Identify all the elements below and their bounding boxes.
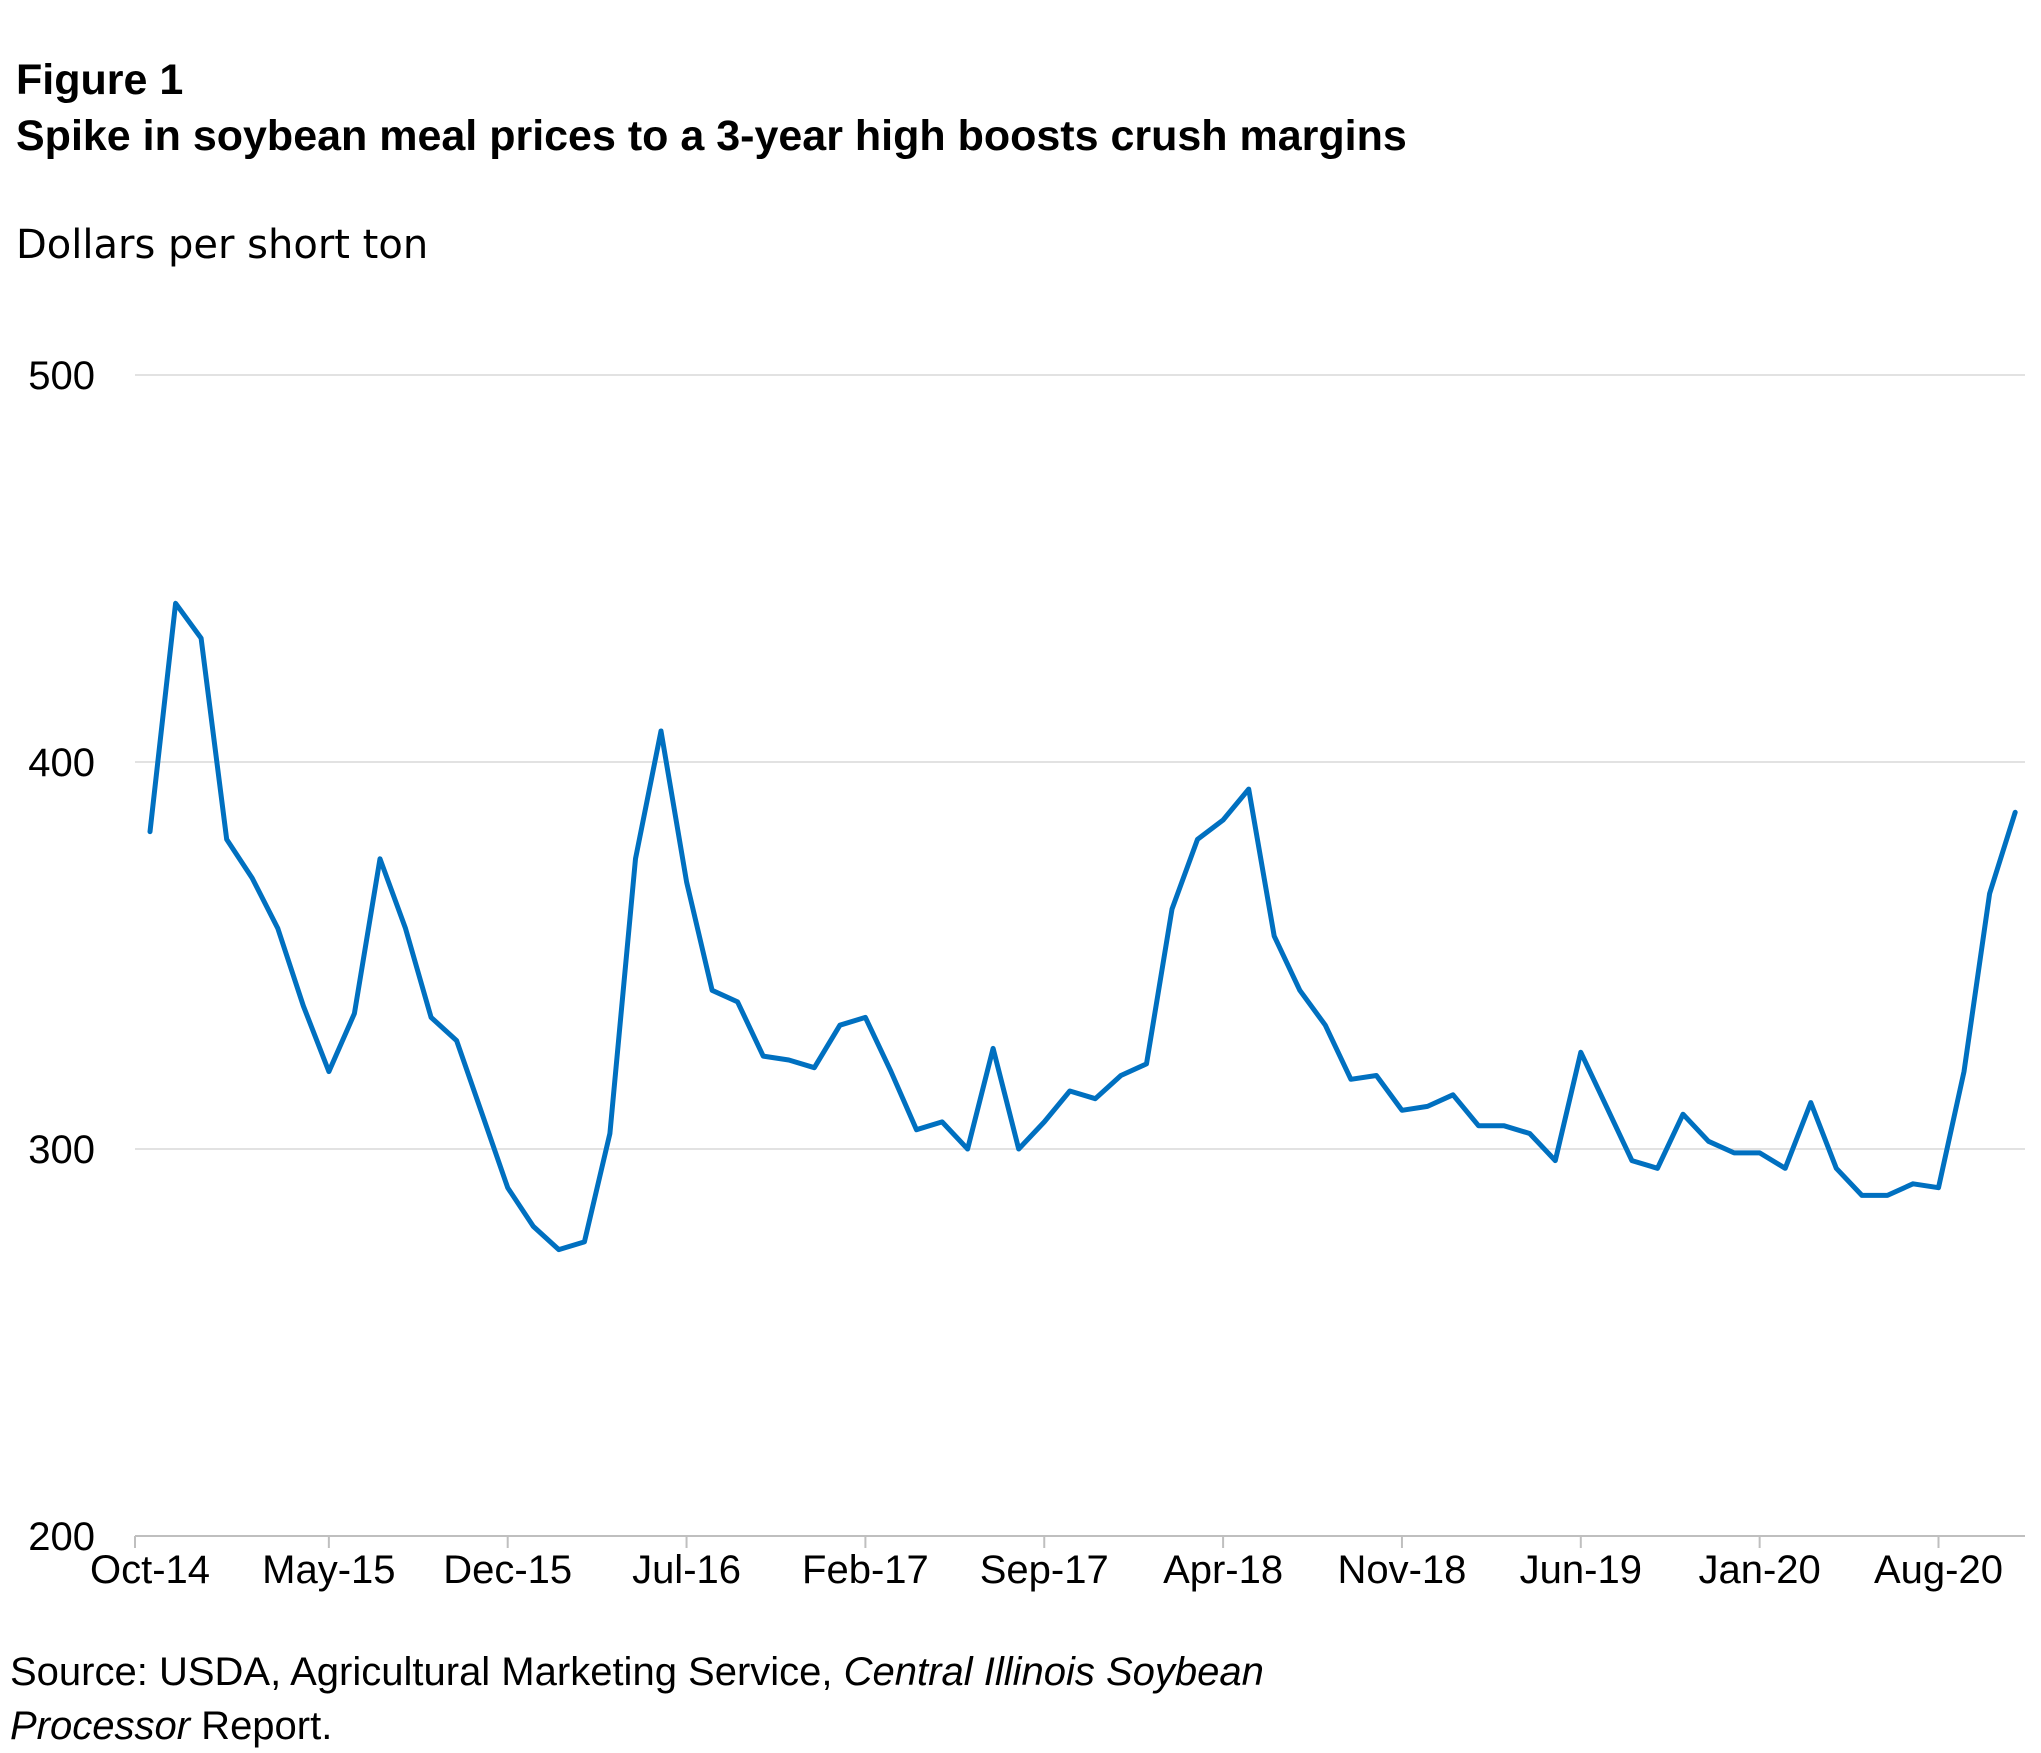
- x-tick-label: Nov-18: [1337, 1548, 1466, 1592]
- x-tick-label: Jan-20: [1698, 1548, 1820, 1592]
- figure-label: Figure 1: [16, 56, 184, 104]
- series-group: [147, 600, 2018, 1253]
- y-tick-label: 300: [28, 1128, 95, 1172]
- line-chart: 200 300 400 500 Oct-14 May-15 Dec-15 Jul-16 Feb…: [28, 354, 2025, 1592]
- y-tick-label: 400: [28, 741, 95, 785]
- source-suffix: Report.: [190, 1704, 333, 1748]
- y-tick-labels: 200 300 400 500: [28, 354, 95, 1559]
- source-italic-2: Processor: [10, 1704, 191, 1748]
- x-tick-label: Dec-15: [443, 1548, 572, 1592]
- x-tick-label: Jul-16: [632, 1548, 741, 1592]
- x-tick-label: Sep-17: [980, 1548, 1109, 1592]
- x-axis: [134, 1535, 2025, 1548]
- y-axis-label: Dollars per short ton: [16, 222, 429, 268]
- x-tick-label: Aug-20: [1874, 1548, 2003, 1592]
- series-line: [147, 600, 2018, 1253]
- x-tick-label: Apr-18: [1163, 1548, 1283, 1592]
- gridlines: [135, 374, 2025, 1150]
- x-tick-labels: Oct-14 May-15 Dec-15 Jul-16 Feb-17 Sep-17 Apr-…: [90, 1548, 2003, 1592]
- x-tick-label: May-15: [262, 1548, 395, 1592]
- y-tick-label: 200: [28, 1515, 95, 1559]
- x-tick-label: Jun-19: [1520, 1548, 1642, 1592]
- y-tick-label: 500: [28, 354, 95, 398]
- source-note: Source: USDA, Agricultural Marketing Ser…: [10, 1645, 1710, 1753]
- source-italic-1: Central Illinois Soybean: [843, 1650, 1264, 1694]
- chart-title: Spike in soybean meal prices to a 3-year…: [16, 112, 1407, 160]
- source-prefix: Source: USDA, Agricultural Marketing Ser…: [10, 1650, 844, 1694]
- x-tick-label: Oct-14: [90, 1548, 210, 1592]
- x-tick-label: Feb-17: [802, 1548, 929, 1592]
